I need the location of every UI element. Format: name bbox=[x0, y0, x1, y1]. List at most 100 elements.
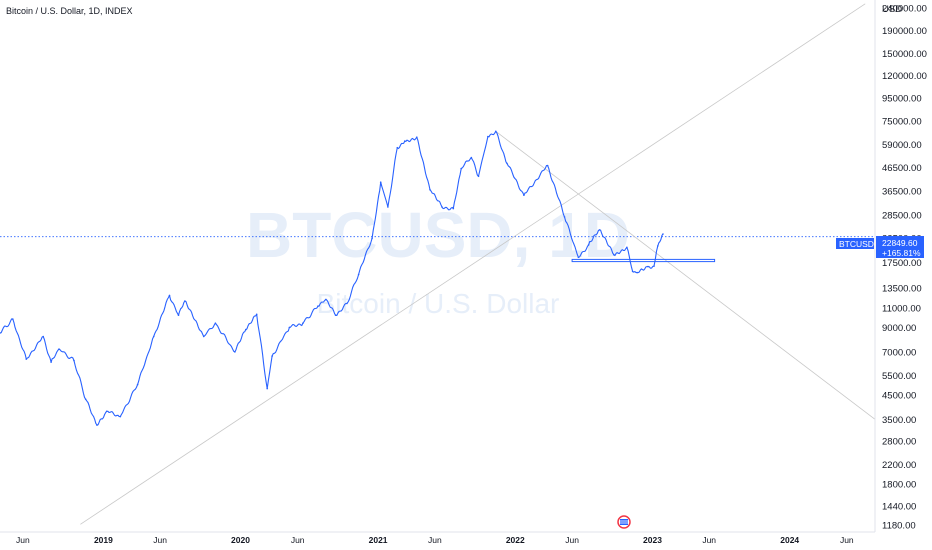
price-tag-bg bbox=[876, 236, 924, 258]
price-point bbox=[73, 359, 75, 362]
watermark-ticker: BTCUSD, 1D bbox=[246, 199, 630, 271]
price-point bbox=[470, 156, 473, 159]
time-axis-label: Jun bbox=[16, 535, 30, 545]
symbol-tag: BTCUSD bbox=[839, 239, 874, 249]
price-axis-label: 46500.00 bbox=[882, 163, 922, 174]
price-point bbox=[487, 135, 489, 138]
price-point bbox=[42, 335, 44, 338]
price-axis-label: 1180.00 bbox=[882, 521, 916, 532]
price-point bbox=[84, 398, 87, 401]
price-point bbox=[416, 136, 418, 138]
price-axis-label: 5500.00 bbox=[882, 371, 916, 382]
price-axis-label: 9000.00 bbox=[882, 323, 916, 334]
price-point bbox=[96, 424, 98, 426]
price-axis-label: 75000.00 bbox=[882, 117, 922, 128]
price-point bbox=[317, 305, 319, 307]
price-point bbox=[523, 194, 525, 196]
time-axis-label: Jun bbox=[702, 535, 716, 545]
price-line[interactable] bbox=[0, 130, 664, 426]
price-point bbox=[184, 300, 186, 302]
price-point bbox=[202, 335, 205, 338]
price-axis-label: 2200.00 bbox=[882, 460, 916, 471]
price-axis-label: 4500.00 bbox=[882, 390, 916, 401]
price-point bbox=[441, 206, 443, 208]
last-price-marker: BTCUSD 22849.60 +165.81% bbox=[836, 236, 924, 258]
price-point bbox=[657, 245, 659, 247]
price-point bbox=[12, 318, 14, 320]
price-point bbox=[325, 298, 327, 301]
price-point bbox=[136, 383, 139, 386]
price-point bbox=[404, 140, 406, 142]
falling-trendline[interactable] bbox=[495, 130, 876, 420]
price-point bbox=[25, 358, 28, 360]
price-point bbox=[266, 387, 269, 390]
price-axis-label: 150000.00 bbox=[882, 49, 927, 60]
time-axis-label: 2021 bbox=[369, 535, 388, 545]
last-price-value: 22849.60 bbox=[882, 238, 918, 248]
price-point bbox=[460, 167, 463, 170]
price-point bbox=[587, 244, 590, 246]
price-point bbox=[631, 270, 634, 273]
time-axis-label: Jun bbox=[428, 535, 442, 545]
price-point bbox=[346, 302, 348, 305]
economic-event-icon[interactable] bbox=[617, 515, 631, 529]
price-point bbox=[152, 335, 155, 338]
price-point bbox=[371, 237, 373, 239]
price-point bbox=[234, 351, 236, 353]
price-point bbox=[288, 326, 291, 329]
price-point bbox=[119, 415, 122, 418]
price-point bbox=[58, 348, 60, 350]
time-axis-label: 2020 bbox=[231, 535, 250, 545]
price-point bbox=[477, 175, 480, 178]
support-zone[interactable] bbox=[571, 258, 716, 263]
price-axis-label: 2800.00 bbox=[882, 437, 916, 448]
price-axis-label: 95000.00 bbox=[882, 94, 922, 105]
symbol-tag-bg bbox=[836, 238, 874, 249]
price-axis-label: 1440.00 bbox=[882, 501, 916, 512]
price-point bbox=[387, 206, 389, 208]
price-point bbox=[302, 322, 304, 325]
rising-trendline[interactable] bbox=[80, 3, 866, 525]
price-point bbox=[662, 233, 664, 235]
price-point bbox=[379, 181, 382, 183]
price-point bbox=[271, 355, 273, 357]
price-axis-label: 36500.00 bbox=[882, 187, 922, 198]
price-point bbox=[168, 294, 171, 297]
time-axis-label: 2024 bbox=[780, 535, 799, 545]
price-point bbox=[0, 332, 1, 334]
price-axis-label: 7000.00 bbox=[882, 347, 916, 358]
watermark-name: Bitcoin / U.S. Dollar bbox=[317, 288, 560, 319]
price-axis-label: 190000.00 bbox=[882, 26, 927, 37]
price-point bbox=[647, 265, 649, 268]
price-point bbox=[245, 328, 247, 331]
price-point bbox=[506, 162, 508, 165]
currency-label: USD bbox=[882, 4, 902, 15]
price-point bbox=[495, 130, 497, 133]
price-axis-label: 3500.00 bbox=[882, 415, 916, 426]
price-point bbox=[563, 216, 566, 218]
price-point bbox=[626, 246, 628, 249]
price-axis-label: 17500.00 bbox=[882, 258, 922, 269]
time-axis-label: 2019 bbox=[94, 535, 113, 545]
price-point bbox=[653, 265, 655, 267]
price-point bbox=[452, 207, 455, 210]
price-point bbox=[613, 253, 615, 256]
price-point bbox=[214, 322, 217, 325]
price-point bbox=[396, 146, 399, 149]
price-point bbox=[357, 273, 360, 276]
price-point bbox=[577, 256, 580, 259]
time-axis-label: Jun bbox=[153, 535, 167, 545]
symbol-title: Bitcoin / U.S. Dollar, 1D, INDEX bbox=[6, 6, 133, 16]
time-axis-label: 2022 bbox=[506, 535, 525, 545]
last-price-change: +165.81% bbox=[882, 248, 921, 258]
price-axis-label: 240000.00 bbox=[882, 3, 927, 14]
price-axis-label: 1800.00 bbox=[882, 480, 916, 491]
price-point bbox=[546, 164, 549, 167]
price-point bbox=[177, 314, 180, 317]
price-point bbox=[50, 361, 52, 363]
price-axis-label: 59000.00 bbox=[882, 140, 922, 151]
price-axis-label: 120000.00 bbox=[882, 71, 927, 82]
price-point bbox=[334, 314, 337, 317]
time-axis-label: 2023 bbox=[643, 535, 662, 545]
